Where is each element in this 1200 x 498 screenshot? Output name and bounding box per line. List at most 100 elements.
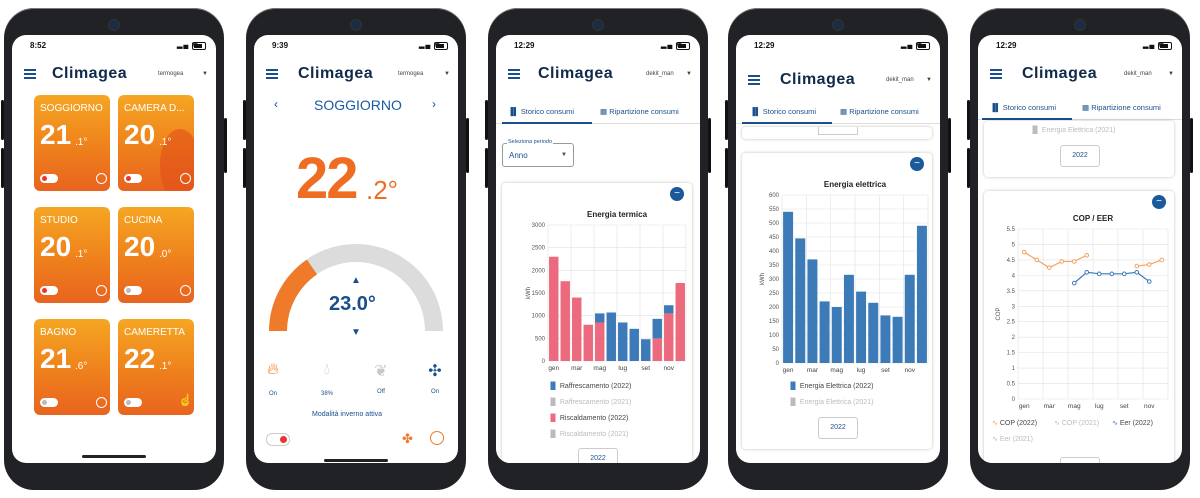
y-axis-label: kWh: [526, 287, 532, 299]
chevron-right-icon[interactable]: ›: [432, 97, 436, 111]
legend-item[interactable]: ∿ Eer (2021): [992, 435, 1033, 443]
room-tile-soggiorno[interactable]: SOGGIORNO 21 .1°: [34, 95, 110, 191]
tab-storico[interactable]: ▐▌ Storico consumi: [750, 107, 816, 116]
year-button[interactable]: 2022: [1060, 457, 1100, 463]
data-point: [1109, 271, 1115, 277]
legend-label: Energia Elettrica (2021): [799, 399, 874, 406]
legend-item[interactable]: ∿ COP (2021): [1054, 419, 1099, 427]
setpoint-gauge[interactable]: [264, 239, 448, 337]
arrow-up-icon[interactable]: ▲: [351, 275, 361, 286]
clock-icon[interactable]: [430, 431, 444, 445]
menu-icon[interactable]: [508, 69, 520, 79]
menu-icon[interactable]: [748, 75, 760, 85]
menu-icon[interactable]: [266, 69, 278, 79]
user-select[interactable]: dekit_man: [886, 77, 914, 83]
chevron-down-icon[interactable]: ▼: [202, 71, 208, 77]
bar: [606, 312, 616, 361]
legend-item[interactable]: ▐▌ Energia Elettrica (2021): [788, 399, 873, 406]
y-tick-label: 500: [535, 336, 546, 342]
room-tile-bagno[interactable]: BAGNO 21 .6°: [34, 319, 110, 415]
tab-storico[interactable]: ▐▌ Storico consumi: [508, 107, 574, 116]
bar-chart-icon: ▐▌: [990, 103, 1001, 112]
electric-energy-chart: Energia elettrica 0 50 100 150 200 250 300 350 40…: [760, 180, 929, 374]
legend-item[interactable]: ∿ Eer (2022): [1112, 419, 1153, 427]
tab-ripartizione[interactable]: ▦ Ripartizione consumi: [840, 107, 919, 116]
year-button[interactable]: 2022: [578, 448, 618, 463]
legend-item[interactable]: ▐▌ Riscaldamento (2022): [548, 415, 628, 422]
room-toggle[interactable]: [124, 286, 142, 295]
chevron-down-icon[interactable]: ▼: [1168, 71, 1174, 77]
user-select[interactable]: termogea: [158, 71, 184, 77]
legend-item[interactable]: ▐▌ Energia Elettrica (2021): [1030, 127, 1115, 134]
y-tick-label: 200: [769, 305, 780, 311]
data-point: [1134, 263, 1140, 269]
bar: [641, 339, 651, 361]
chevron-down-icon[interactable]: ▼: [444, 71, 450, 77]
arrow-down-icon[interactable]: ▼: [351, 327, 361, 338]
room-toggle[interactable]: [124, 174, 142, 183]
power-toggle[interactable]: [266, 433, 290, 446]
room-temp-decimal: .1°: [159, 137, 172, 148]
room-tile-camera[interactable]: CAMERA D... 20 .1°: [118, 95, 194, 191]
room-name: CAMERA D...: [124, 103, 185, 114]
user-select[interactable]: dekit_man: [1124, 71, 1152, 77]
camera-icon: [832, 19, 844, 31]
leaf-icon[interactable]: ❦: [374, 363, 388, 380]
bar-chart-icon: ▐▌: [750, 107, 761, 116]
x-tick-label: set: [881, 367, 890, 374]
legend-item[interactable]: ▐▌ Raffrescamento (2022): [548, 383, 631, 390]
tab-storico[interactable]: ▐▌ Storico consumi: [990, 103, 1056, 112]
mode-label: On: [430, 389, 439, 395]
bar-chart-icon: ▐▌: [548, 383, 558, 390]
battery-icon: [192, 42, 206, 50]
room-name: CUCINA: [124, 215, 163, 226]
status-bar: 12:29 ▂▄ ≋: [496, 35, 700, 57]
year-button[interactable]: [818, 127, 858, 135]
bar: [783, 211, 794, 363]
chevron-down-icon[interactable]: ▼: [926, 77, 932, 83]
menu-icon[interactable]: [990, 69, 1002, 79]
room-toggle[interactable]: [40, 174, 58, 183]
chevron-left-icon[interactable]: ‹: [274, 97, 278, 111]
period-select[interactable]: Seleziona periodo Anno ▼: [502, 139, 574, 167]
room-tile-cucina[interactable]: CUCINA 20 .0°: [118, 207, 194, 303]
camera-icon: [592, 19, 604, 31]
bar-chart-icon: ▐▌: [548, 415, 558, 422]
room-toggle[interactable]: [40, 398, 58, 407]
tab-label: Storico consumi: [520, 107, 575, 116]
legend-item[interactable]: ∿ COP (2022): [992, 419, 1037, 427]
fan-speed-icon[interactable]: ✤: [402, 431, 413, 446]
status-time: 12:29: [996, 41, 1017, 50]
phone-cop-eer: 12:29 ▂▄ ≋ Climagea dekit_man ▼ ▐▌ Stori…: [967, 8, 1193, 490]
top-bar: Climagea termogea ▼: [12, 63, 216, 87]
year-button[interactable]: 2022: [1060, 145, 1100, 167]
legend-label: COP (2021): [1061, 420, 1100, 427]
room-toggle[interactable]: [40, 286, 58, 295]
user-select[interactable]: termogea: [398, 71, 424, 77]
legend-label: Energia Elettrica (2022): [799, 383, 874, 390]
year-button[interactable]: 2022: [818, 417, 858, 439]
y-tick-label: 50: [772, 347, 779, 353]
tab-ripartizione[interactable]: ▦ Ripartizione consumi: [1082, 103, 1161, 112]
bar: [904, 274, 915, 363]
room-toggle[interactable]: [124, 398, 142, 407]
room-tile-studio[interactable]: STUDIO 20 .1°: [34, 207, 110, 303]
status-time: 8:52: [30, 41, 47, 50]
legend-item[interactable]: ▐▌ Riscaldamento (2021): [548, 431, 628, 438]
flame-icon[interactable]: 🔥︎: [267, 361, 279, 378]
user-select[interactable]: dekit_man: [646, 71, 674, 77]
chevron-down-icon[interactable]: ▼: [686, 71, 692, 77]
collapse-button[interactable]: −: [670, 187, 684, 201]
tab-bar: ▐▌ Storico consumi ▦ Ripartizione consum…: [978, 99, 1182, 120]
period-label: Seleziona periodo: [507, 139, 554, 145]
fan-icon[interactable]: ✣: [428, 363, 442, 380]
collapse-button[interactable]: −: [910, 157, 924, 171]
legend-item[interactable]: ▐▌ Raffrescamento (2021): [548, 399, 631, 406]
legend-item[interactable]: ▐▌ Energia Elettrica (2022): [788, 383, 873, 390]
y-tick-label: 400: [769, 249, 780, 255]
room-tile-cameretta[interactable]: CAMERETTA 22 .1° ☝: [118, 319, 194, 415]
collapse-button[interactable]: −: [1152, 195, 1166, 209]
menu-icon[interactable]: [24, 69, 36, 79]
x-tick-label: mag: [1068, 403, 1081, 410]
tab-ripartizione[interactable]: ▦ Ripartizione consumi: [600, 107, 679, 116]
